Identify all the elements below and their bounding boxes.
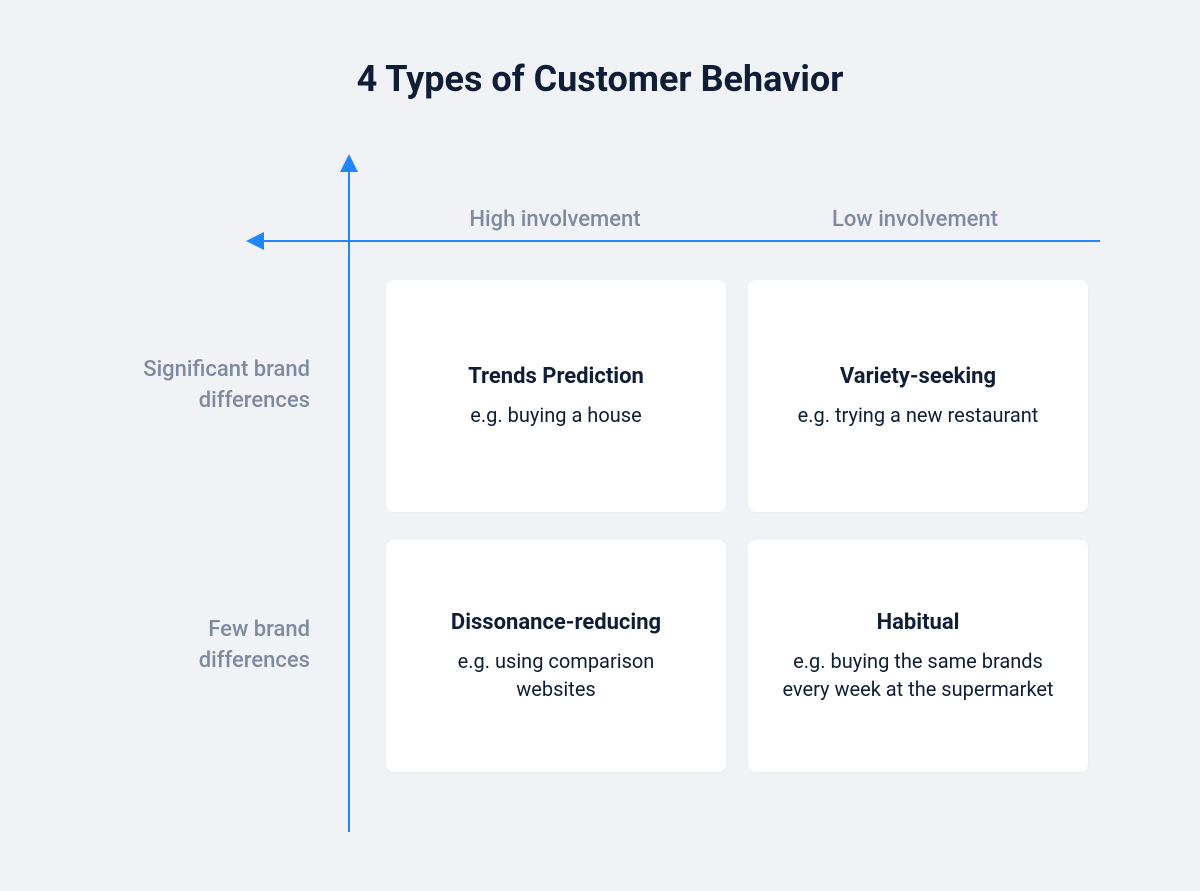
card-title: Habitual	[877, 610, 960, 635]
diagram-canvas: 4 Types of Customer Behavior High involv…	[0, 0, 1200, 891]
quadrant-dissonance-reducing: Dissonance-reducing e.g. using compariso…	[386, 540, 726, 772]
card-subtitle: e.g. using comparison websites	[416, 647, 696, 703]
card-subtitle: e.g. buying the same brands every week a…	[778, 647, 1058, 703]
card-subtitle: e.g. trying a new restaurant	[798, 401, 1039, 429]
row-label-few: Few brand differences	[110, 615, 310, 677]
card-title: Dissonance-reducing	[451, 610, 661, 635]
quadrant-habitual: Habitual e.g. buying the same brands eve…	[748, 540, 1088, 772]
column-header-low-involvement: Low involvement	[765, 207, 1065, 232]
arrow-up-icon	[340, 154, 358, 172]
column-header-high-involvement: High involvement	[405, 207, 705, 232]
page-title: 4 Types of Customer Behavior	[0, 58, 1200, 100]
quadrant-trends-prediction: Trends Prediction e.g. buying a house	[386, 280, 726, 512]
card-title: Trends Prediction	[468, 364, 644, 389]
axis-horizontal	[262, 240, 1100, 242]
arrow-left-icon	[246, 232, 264, 250]
row-label-significant: Significant brand differences	[110, 355, 310, 417]
axis-vertical	[348, 170, 350, 832]
card-subtitle: e.g. buying a house	[470, 401, 641, 429]
quadrant-variety-seeking: Variety-seeking e.g. trying a new restau…	[748, 280, 1088, 512]
card-title: Variety-seeking	[840, 364, 996, 389]
